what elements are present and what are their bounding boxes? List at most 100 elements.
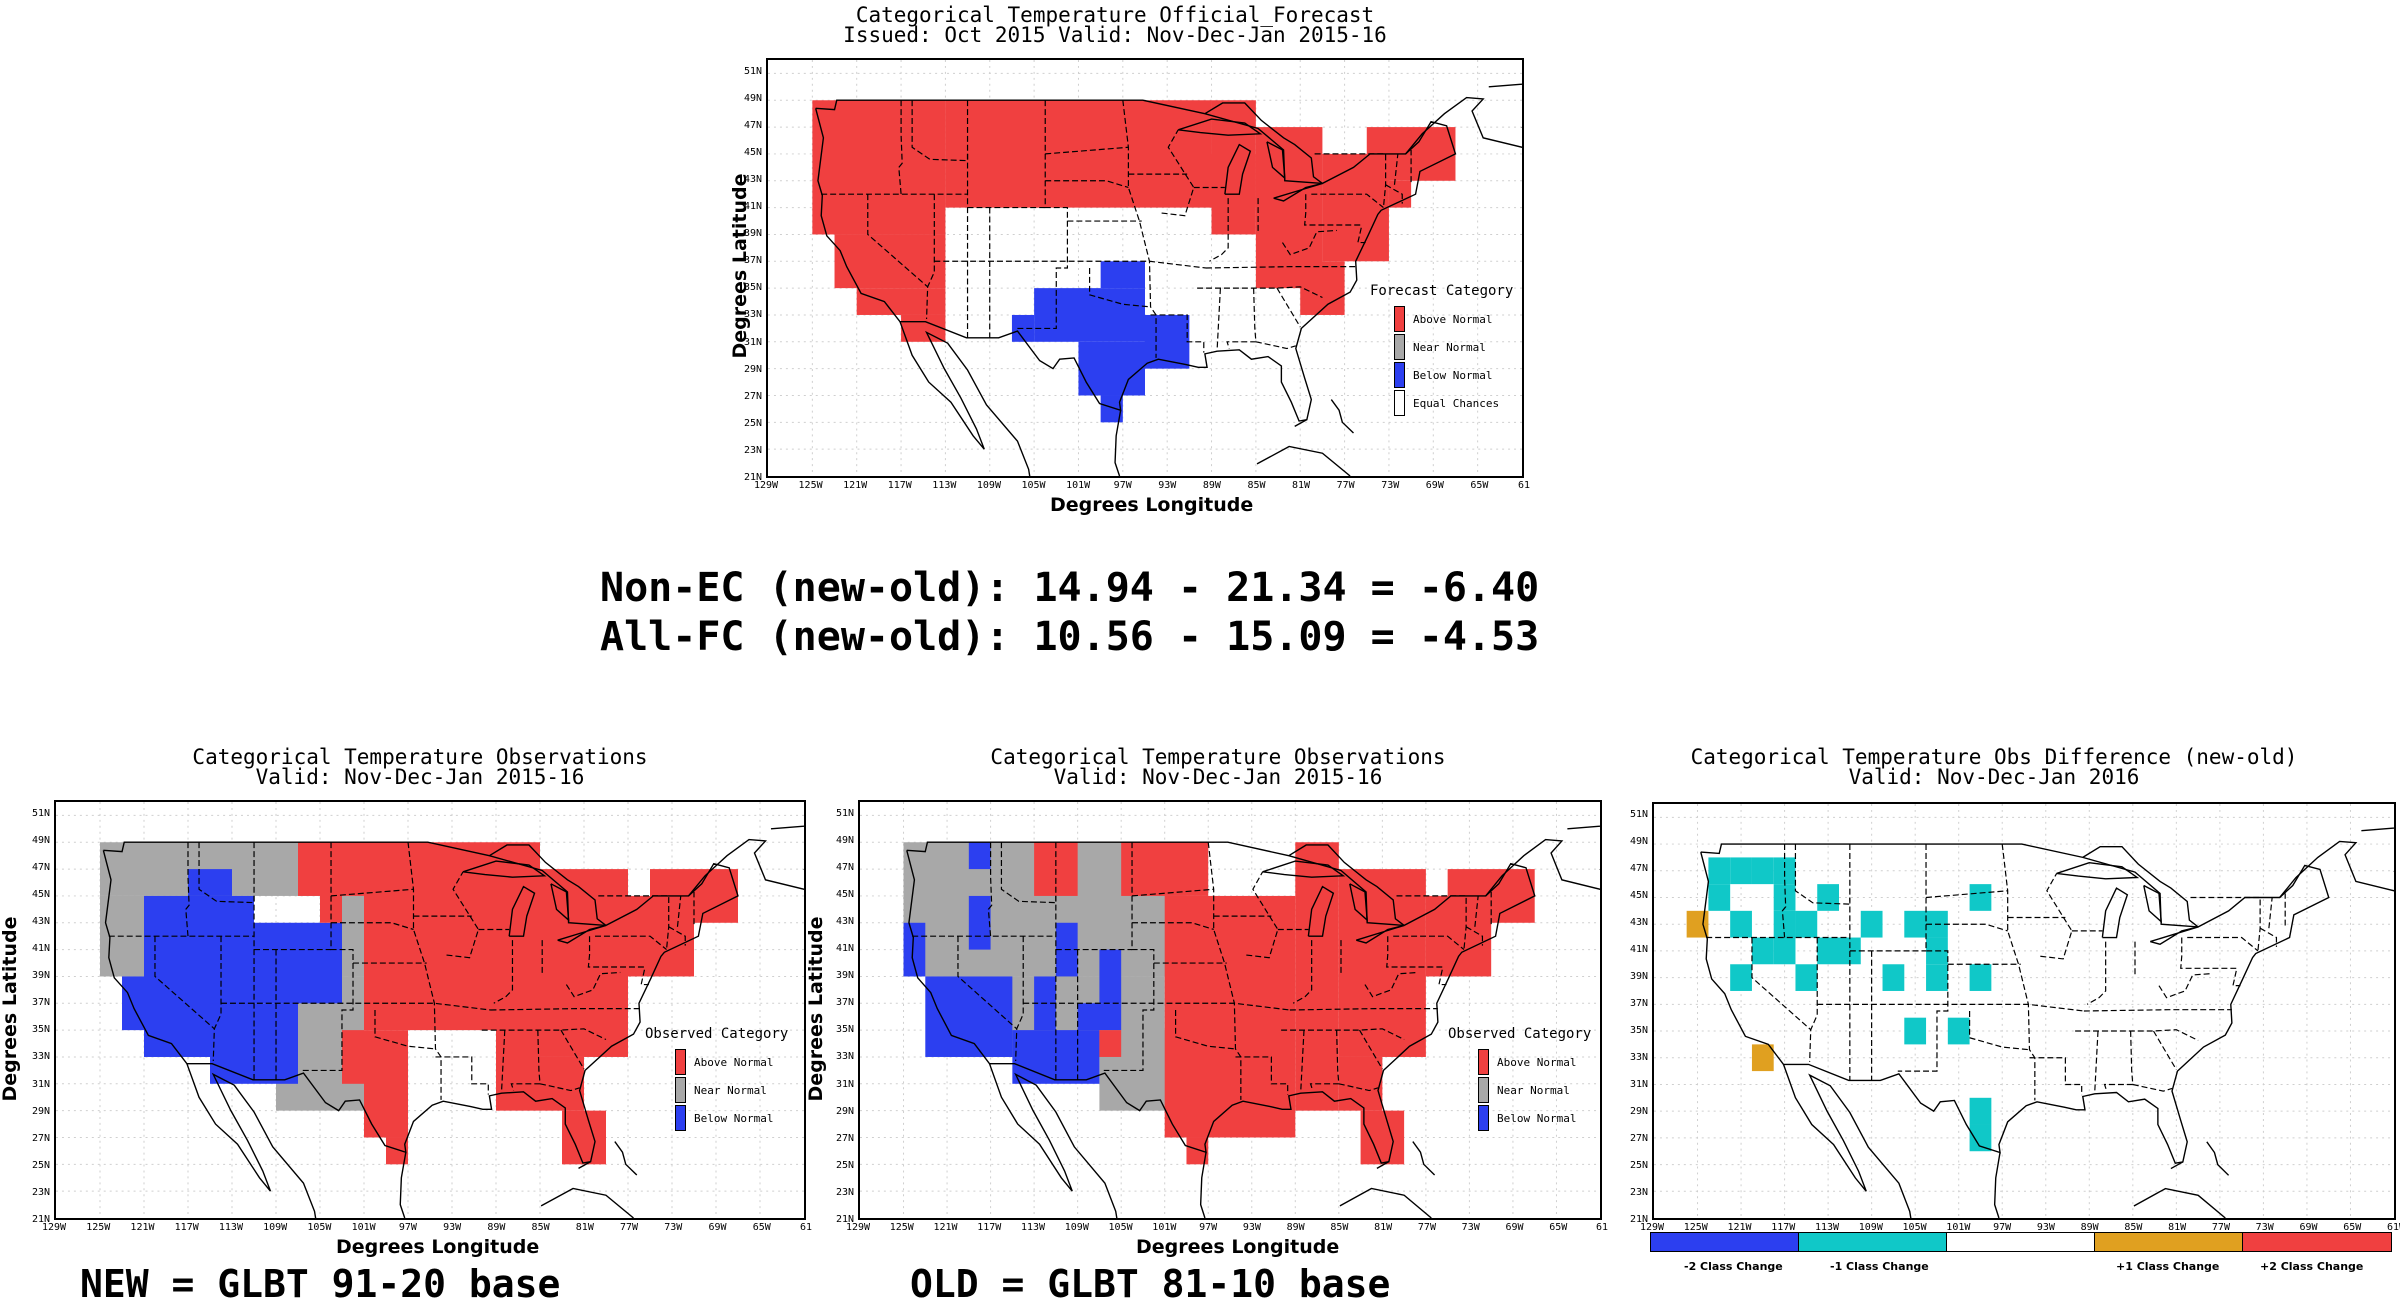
state-boundary (2103, 1030, 2134, 1092)
state-boundary (1045, 146, 1129, 155)
x-tick-label: 97W (1113, 480, 1132, 491)
x-tick-label: 77W (1336, 480, 1355, 491)
coastline (988, 1063, 1118, 1218)
legend-title: Observed Category (645, 1026, 789, 1042)
diff-colorbar (1650, 1232, 2392, 1252)
x-tick-label: 69W (708, 1222, 727, 1233)
y-tick-label: 21N (1629, 1214, 1648, 1225)
diff-cell-cyan (1969, 1097, 1992, 1125)
y-tick-label: 27N (743, 390, 762, 402)
state-boundary (1794, 844, 1851, 905)
state-boundary (676, 895, 682, 927)
category-cell-above (1099, 1030, 1122, 1057)
x-tick-label: 81W (575, 1222, 594, 1233)
category-cell-above (812, 100, 946, 235)
state-boundary (1357, 227, 1366, 244)
state-boundary (1300, 1030, 1305, 1092)
state-boundary (1000, 842, 1057, 904)
y-tick-label: 41N (835, 943, 854, 955)
y-tick-label: 27N (31, 1132, 50, 1144)
state-boundary (407, 842, 442, 1100)
x-tick-label: 85W (1247, 480, 1266, 491)
x-tick-label: 93W (2036, 1222, 2055, 1233)
colorbar-segment-minus1 (1799, 1233, 1947, 1251)
state-boundary (2086, 941, 2107, 1005)
state-boundary (2040, 873, 2073, 960)
x-tick-label: 125W (798, 480, 823, 491)
colorbar-label-plus2: +2 Class Change (2260, 1260, 2364, 1273)
category-cell-below (1077, 1003, 1122, 1031)
coastline (2133, 1187, 2226, 1218)
swatch-above (675, 1049, 686, 1075)
coastline (1178, 118, 1263, 136)
x-tick-label: 101W (351, 1222, 376, 1233)
state-boundary (154, 936, 215, 1030)
x-tick-label: 77W (2211, 1222, 2230, 1233)
diff-cell-cyan (1969, 884, 1992, 911)
state-boundary (1216, 288, 1221, 350)
obs-old-map (858, 800, 1602, 1220)
x-tick-label: 113W (1815, 1222, 1840, 1233)
diff-cell-cyan (1926, 964, 1948, 991)
forecast-xlabel: Degrees Longitude (1050, 494, 1254, 516)
coastline (1567, 825, 1600, 830)
coastline (186, 1063, 317, 1218)
category-cell-above (342, 1030, 364, 1084)
state-boundary (2094, 1030, 2099, 1093)
category-cell-near (342, 895, 364, 977)
x-tick-label: 121W (1727, 1222, 1752, 1233)
state-boundary (1292, 940, 1313, 1004)
y-tick-label: 43N (835, 915, 854, 927)
legend-item-above: Above Normal (1478, 1048, 1608, 1076)
x-tick-label: 113W (218, 1222, 243, 1233)
x-tick-label: 121W (933, 1222, 958, 1233)
legend-item-below: Below Normal (675, 1104, 805, 1132)
coastline (399, 1152, 407, 1218)
state-boundary (1303, 194, 1362, 226)
x-tick-label: 93W (1158, 480, 1177, 491)
coastline (899, 321, 1031, 476)
y-tick-label: 23N (835, 1186, 854, 1198)
y-tick-label: 43N (31, 915, 50, 927)
coastline (2361, 827, 2394, 832)
state-boundary (867, 194, 929, 288)
y-tick-label: 25N (743, 417, 762, 429)
coastline (687, 838, 804, 897)
coastline (540, 1187, 634, 1218)
coastline (1288, 844, 1405, 926)
coastline (1376, 1161, 1390, 1169)
x-tick-label: 73W (664, 1222, 683, 1233)
x-tick-label: 117W (1771, 1222, 1796, 1233)
colorbar-segment-zero (1947, 1233, 2095, 1251)
state-boundary (1396, 895, 1467, 950)
state-boundary (911, 100, 969, 162)
state-boundary (1364, 971, 1419, 998)
y-tick-label: 31N (31, 1078, 50, 1090)
x-tick-label: 73W (2255, 1222, 2274, 1233)
colorbar-segment-minus2 (1651, 1233, 1799, 1251)
state-boundary (2259, 927, 2278, 947)
state-boundary (1386, 936, 1443, 968)
x-tick-label: 73W (1381, 480, 1400, 491)
x-tick-label: 129W (1639, 1222, 1665, 1233)
x-tick-label: 105W (1902, 1222, 1927, 1233)
swatch-near (1394, 334, 1405, 360)
y-tick-label: 39N (743, 228, 762, 240)
state-boundary (2158, 972, 2213, 999)
y-tick-label: 37N (31, 997, 50, 1009)
swatch-below (1478, 1105, 1489, 1131)
state-boundary (1897, 844, 1949, 1072)
category-cell-above (1338, 1056, 1383, 1111)
coastline (1204, 102, 1323, 184)
state-boundary (1122, 100, 1157, 358)
coastline (462, 860, 547, 878)
coastline (1199, 1152, 1207, 1218)
diff-cell-cyan (1817, 884, 1839, 911)
state-boundary (493, 940, 514, 1004)
x-tick-label: 73W (1461, 1222, 1480, 1233)
x-tick-label: 93W (443, 1222, 462, 1233)
x-tick-label: 105W (1021, 480, 1046, 491)
category-cell-above (1388, 180, 1412, 208)
x-tick-label: 97W (398, 1222, 417, 1233)
x-tick-label: 129W (753, 480, 779, 491)
